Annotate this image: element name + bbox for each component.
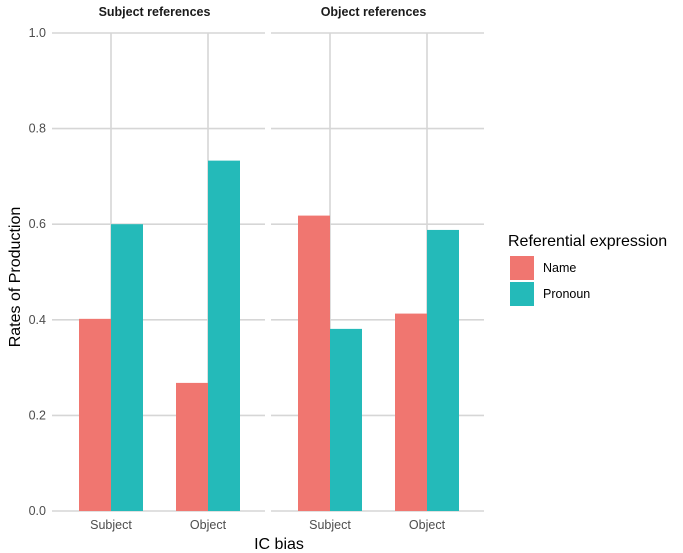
panel-title: Subject references [99, 5, 211, 19]
y-tick-label: 0.0 [29, 504, 46, 518]
legend: Referential expression Name Pronoun [508, 233, 667, 306]
bar-pronoun-subject [111, 224, 143, 511]
y-tick-label: 1.0 [29, 26, 46, 40]
legend-key-name [510, 256, 534, 280]
y-axis: 0.0 0.2 0.4 0.6 0.8 1.0 [29, 26, 46, 518]
legend-key-pronoun [510, 282, 534, 306]
y-tick-label: 0.4 [29, 313, 46, 327]
legend-title: Referential expression [508, 233, 667, 250]
panel-2: Object references Subject Object [271, 5, 484, 532]
bar-name-subject [79, 318, 111, 511]
panel-title: Object references [321, 5, 427, 19]
y-tick-label: 0.6 [29, 217, 46, 231]
panel-1: Subject references Subject Object [52, 5, 265, 532]
bar-name-subject [298, 215, 330, 511]
bar-name-object [176, 382, 208, 511]
legend-label-name: Name [543, 261, 576, 275]
bar-name-object [395, 313, 427, 511]
x-tick-label: Object [409, 518, 446, 532]
bar-pronoun-object [427, 229, 459, 511]
y-axis-title: Rates of Production [7, 207, 24, 348]
legend-label-pronoun: Pronoun [543, 287, 590, 301]
x-axis-title: IC bias [254, 536, 304, 553]
bar-pronoun-subject [330, 328, 362, 511]
x-tick-label: Object [190, 518, 227, 532]
x-tick-label: Subject [90, 518, 132, 532]
x-tick-label: Subject [309, 518, 351, 532]
y-tick-label: 0.2 [29, 408, 46, 422]
y-tick-label: 0.8 [29, 122, 46, 136]
bar-pronoun-object [208, 160, 240, 511]
